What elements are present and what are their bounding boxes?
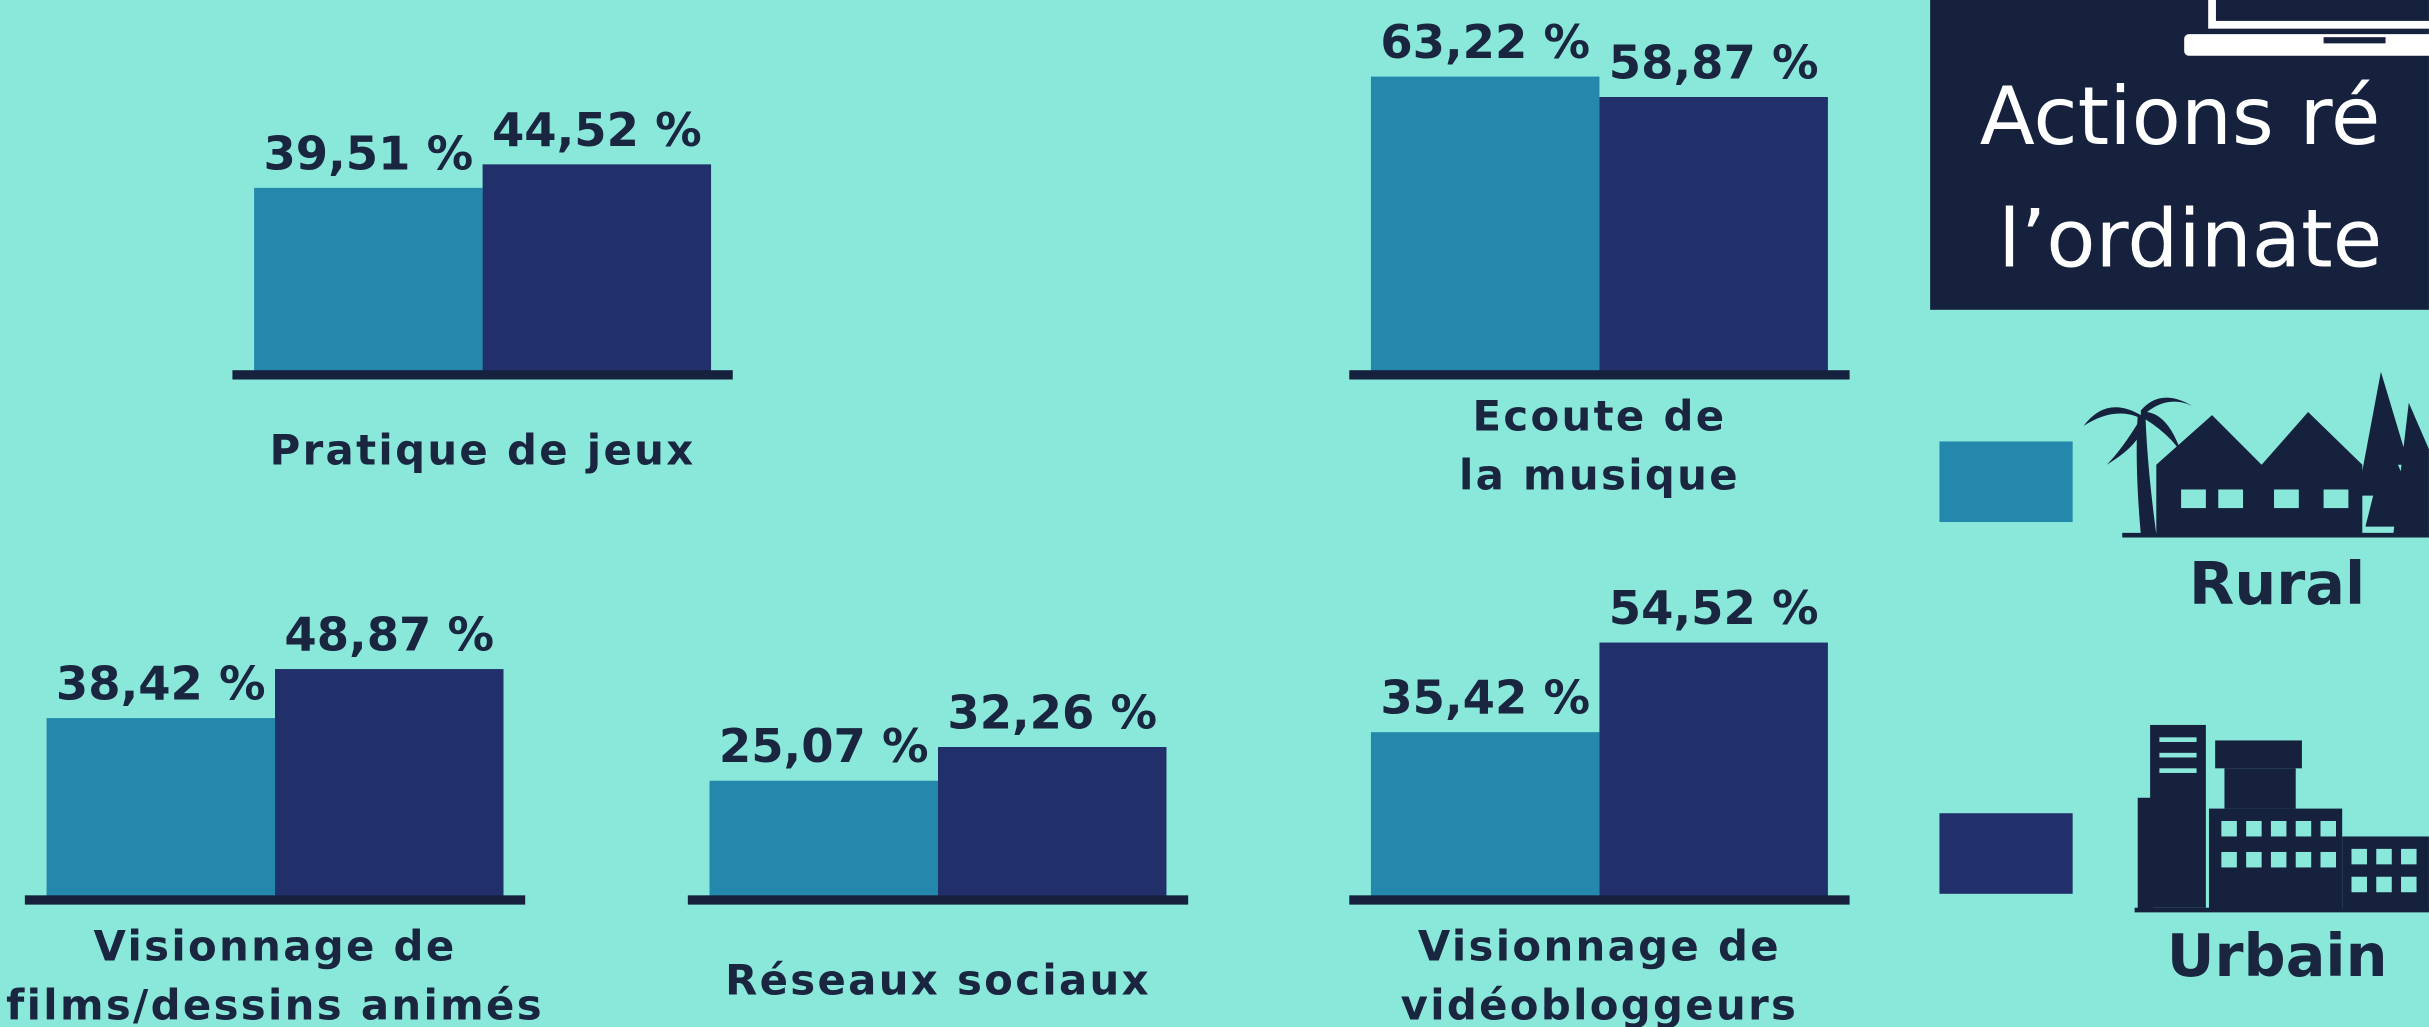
bar <box>47 718 275 898</box>
laptop-notch <box>2324 37 2386 43</box>
category-label: Pratique de jeux <box>270 426 696 475</box>
baseline <box>1349 895 1849 904</box>
legend-label: Rural <box>2189 549 2365 618</box>
bar <box>1599 643 1827 899</box>
bar <box>483 164 711 373</box>
title-line: l’ordinate <box>1998 191 2382 285</box>
legend-swatch <box>1939 441 2072 522</box>
value-label: 35,42 % <box>1380 671 1590 725</box>
baseline <box>25 895 525 904</box>
header-panel: Actions ré l’ordinate <box>1930 0 2429 310</box>
bar <box>710 781 938 899</box>
bar <box>275 669 503 898</box>
legend-swatch <box>1939 813 2072 894</box>
value-label: 58,87 % <box>1609 35 1819 89</box>
value-label: 63,22 % <box>1380 15 1590 69</box>
value-label: 25,07 % <box>719 719 929 773</box>
bar <box>254 188 482 373</box>
infographic: Actions ré l’ordinate Rural Urbain 39,51 %… <box>0 0 2429 1027</box>
laptop-base <box>2184 34 2429 56</box>
value-label: 54,52 % <box>1609 581 1819 635</box>
bar <box>938 747 1166 898</box>
bar <box>1371 77 1599 374</box>
value-label: 44,52 % <box>492 103 702 157</box>
baseline <box>232 370 732 379</box>
value-label: 39,51 % <box>263 126 473 180</box>
bar <box>1371 732 1599 898</box>
category-label: Réseaux sociaux <box>725 955 1151 1004</box>
legend-label: Urbain <box>2167 921 2388 990</box>
baseline <box>1349 370 1849 379</box>
value-label: 38,42 % <box>56 657 266 711</box>
baseline <box>688 895 1188 904</box>
bar <box>1599 97 1827 373</box>
title-line: Actions ré <box>1980 69 2381 163</box>
value-label: 48,87 % <box>284 607 494 661</box>
value-label: 32,26 % <box>947 685 1157 739</box>
